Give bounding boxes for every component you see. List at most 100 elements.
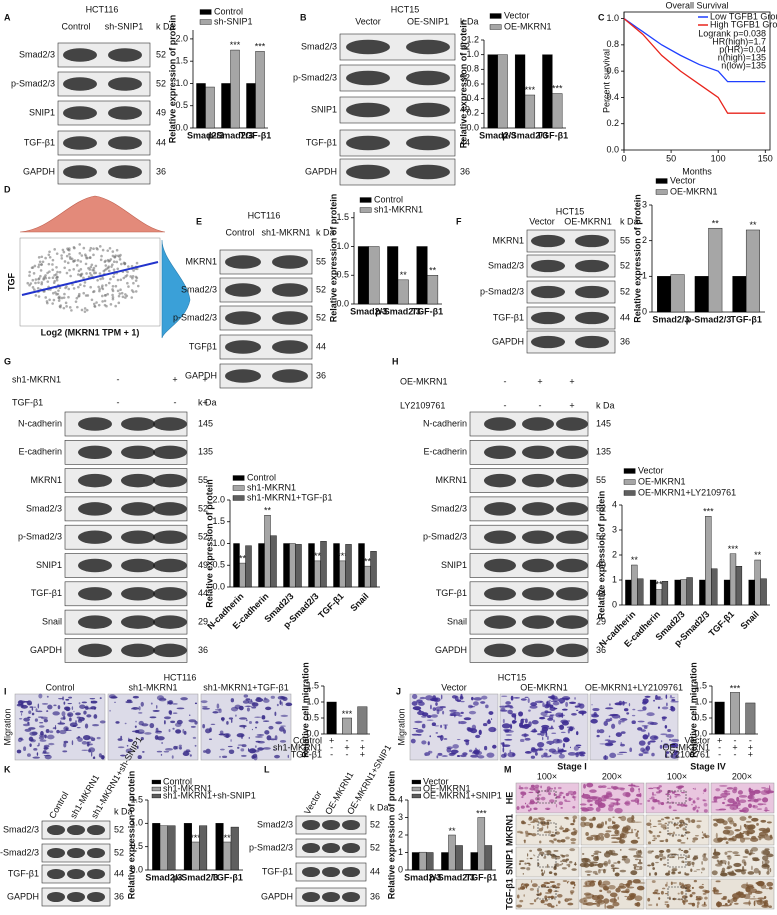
texture xyxy=(582,885,592,888)
texture xyxy=(468,710,477,715)
texture xyxy=(594,835,599,841)
texture xyxy=(565,858,569,861)
texture xyxy=(670,801,675,804)
treatment-sign: - xyxy=(734,735,737,745)
texture xyxy=(589,789,597,793)
texture xyxy=(652,825,657,827)
texture xyxy=(96,736,101,740)
texture xyxy=(664,892,669,895)
texture xyxy=(622,700,625,706)
texture xyxy=(180,697,188,701)
treatment-sign: - xyxy=(539,400,542,410)
kda-label: 52 xyxy=(596,503,606,513)
significance-label: *** xyxy=(728,544,739,554)
texture xyxy=(47,704,53,710)
texture xyxy=(585,882,587,886)
y-tick-label: 0.8 xyxy=(466,64,479,74)
kda-label: 135 xyxy=(596,447,611,457)
scatter-texture xyxy=(48,250,51,254)
texture xyxy=(741,870,746,875)
texture xyxy=(612,868,615,873)
texture xyxy=(81,701,87,704)
texture xyxy=(230,698,235,703)
texture xyxy=(569,890,575,894)
significance-label: ** xyxy=(754,550,762,560)
texture xyxy=(431,722,437,727)
lane-label: sh1-MKRN1 xyxy=(261,227,310,237)
band xyxy=(78,473,112,488)
texture xyxy=(598,729,605,734)
scatter-texture xyxy=(62,306,66,310)
texture xyxy=(524,733,527,738)
texture xyxy=(165,747,173,751)
texture xyxy=(596,894,604,900)
texture xyxy=(628,892,637,898)
scatter-texture xyxy=(57,289,60,292)
texture xyxy=(570,898,573,901)
treatment-sign: + xyxy=(202,374,207,384)
treatment-label: LY2109761 xyxy=(400,400,445,410)
scatter-texture xyxy=(111,250,115,253)
texture xyxy=(86,741,90,747)
texture xyxy=(741,883,750,889)
scatter-texture xyxy=(117,294,121,298)
texture xyxy=(549,704,554,709)
lane-label: Vector xyxy=(355,16,381,26)
texture xyxy=(486,752,495,758)
protein-label: TGF-β1 xyxy=(24,137,55,147)
texture xyxy=(542,715,550,717)
y-axis-label: Relative expression of protein xyxy=(596,491,606,620)
kda-label: 36 xyxy=(114,891,124,901)
texture xyxy=(522,723,530,729)
band xyxy=(78,587,112,601)
texture xyxy=(544,710,549,714)
protein-label: SNIP1 xyxy=(441,560,467,570)
texture xyxy=(274,754,280,759)
scatter-texture xyxy=(44,296,48,299)
texture xyxy=(553,719,555,723)
bar xyxy=(552,93,563,129)
bar xyxy=(339,560,346,588)
scatter-texture xyxy=(75,296,79,300)
scatter-texture xyxy=(134,279,138,282)
stat-label: p(HR)=0.04 xyxy=(719,44,766,54)
texture xyxy=(702,889,708,893)
bar xyxy=(387,246,399,305)
texture xyxy=(547,717,554,721)
scatter-texture xyxy=(72,287,76,290)
texture xyxy=(574,696,576,700)
texture xyxy=(634,858,639,861)
texture xyxy=(666,849,671,853)
texture xyxy=(685,874,689,876)
y-tick-label: 1.0 xyxy=(212,538,225,548)
texture xyxy=(547,902,552,907)
legend-swatch xyxy=(232,485,245,491)
texture xyxy=(650,825,652,829)
texture xyxy=(748,798,758,802)
texture xyxy=(597,802,606,809)
texture xyxy=(220,748,225,751)
bar xyxy=(320,541,327,588)
texture xyxy=(551,884,557,889)
texture xyxy=(239,717,248,720)
x-tick-label: TGF-β1 xyxy=(730,314,762,324)
protein-label: SNIP1 xyxy=(29,107,55,117)
y-axis-label: Relative expression of protein xyxy=(126,771,136,900)
scatter-texture xyxy=(111,288,114,291)
scatter-texture xyxy=(63,266,66,270)
panel-label: G xyxy=(4,356,11,366)
texture xyxy=(746,882,748,886)
texture xyxy=(521,883,526,885)
texture xyxy=(170,720,176,724)
scatter-texture xyxy=(51,258,55,262)
band xyxy=(153,558,187,573)
scatter-texture xyxy=(113,255,116,259)
protein-label: E-cadherin xyxy=(423,447,467,457)
y-tick-label: 0 xyxy=(642,306,647,316)
kda-label: 44 xyxy=(370,866,380,876)
texture xyxy=(683,899,689,903)
treatment-sign: - xyxy=(346,735,349,745)
texture xyxy=(716,859,720,862)
kda-label: 52 xyxy=(156,78,166,88)
texture xyxy=(546,740,555,745)
